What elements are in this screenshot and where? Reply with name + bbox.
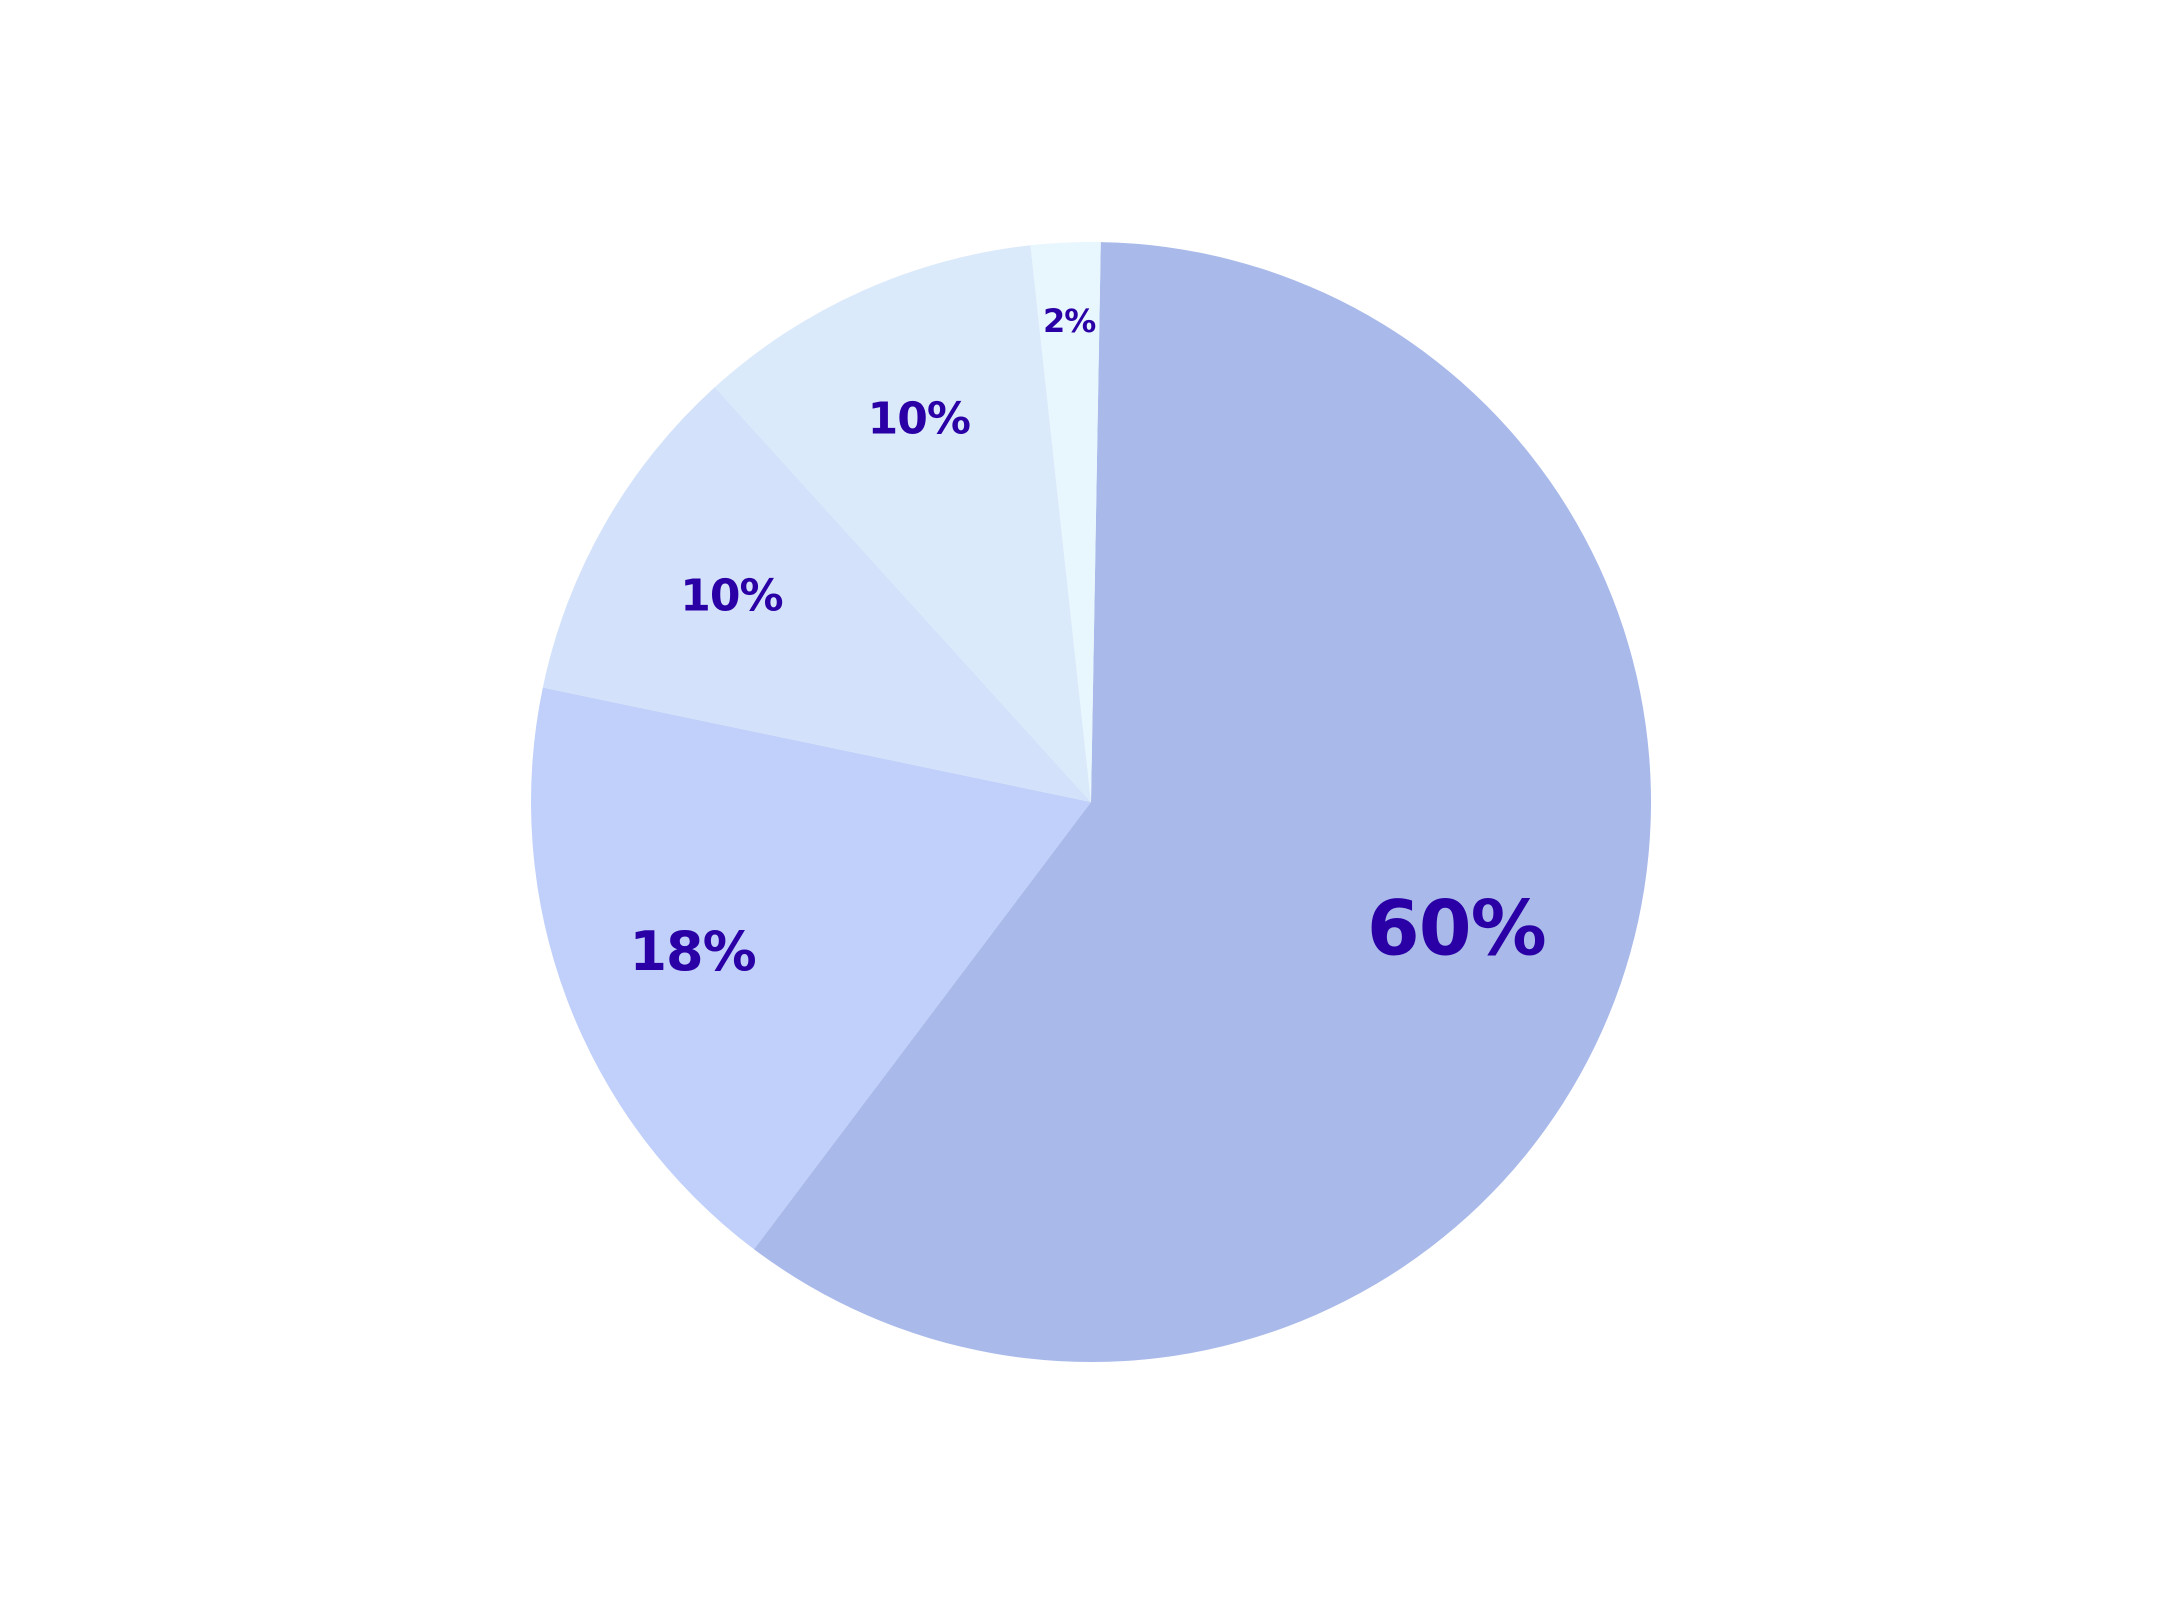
pie-labels: 60% 18% 10% 10% 2% (629, 302, 1546, 983)
pie-slice-label-4: 10% (868, 393, 970, 444)
pie-slice-3 (542, 387, 1091, 802)
pie-slice-4 (714, 245, 1091, 803)
pie-slice-2 (531, 687, 1091, 1250)
pie-slice-label-1: 60% (1367, 883, 1546, 972)
pie-slice-label-2: 18% (629, 920, 755, 983)
pie-slices (531, 241, 1652, 1362)
pie-slice-5 (1030, 241, 1101, 802)
pie-slice-1 (753, 242, 1652, 1362)
pie-slice-label-3: 10% (680, 571, 782, 622)
pie-slice-label-5: 2% (1043, 302, 1096, 340)
